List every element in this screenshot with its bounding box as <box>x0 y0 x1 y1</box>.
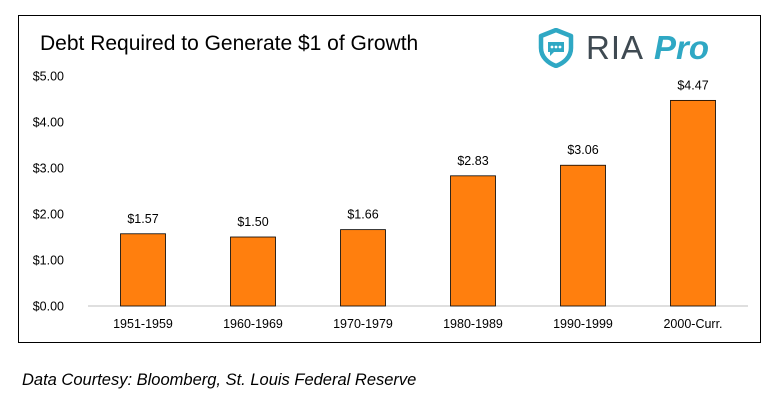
bar <box>670 99 716 307</box>
data-label: $1.66 <box>347 208 378 222</box>
x-tick-label: 1951-1959 <box>113 317 173 331</box>
x-tick-label: 2000-Curr. <box>663 317 722 331</box>
logo-text-pro: Pro <box>654 29 710 66</box>
x-tick-label: 1990-1999 <box>553 317 613 331</box>
y-tick-label: $1.00 <box>33 254 64 268</box>
x-tick-label: 1980-1989 <box>443 317 503 331</box>
x-tick-label: 1970-1979 <box>333 317 393 331</box>
y-tick-label: $0.00 <box>33 300 64 314</box>
data-label: $3.06 <box>567 143 598 157</box>
y-tick-label: $5.00 <box>33 70 64 84</box>
bar <box>560 164 606 307</box>
y-tick-label: $4.00 <box>33 116 64 130</box>
y-tick-label: $3.00 <box>33 162 64 176</box>
bar <box>340 229 386 307</box>
data-label: $4.47 <box>677 78 708 92</box>
y-tick-label: $2.00 <box>33 208 64 222</box>
bar <box>450 175 496 307</box>
bar <box>230 236 276 307</box>
data-label: $2.83 <box>457 154 488 168</box>
shield-chat-icon <box>538 28 574 68</box>
x-tick-label: 1960-1969 <box>223 317 283 331</box>
chart-title: Debt Required to Generate $1 of Growth <box>40 32 419 55</box>
logo-text-ria: RIA <box>586 29 645 66</box>
ria-pro-logo: RIA Pro <box>538 26 709 70</box>
source-note: Data Courtesy: Bloomberg, St. Louis Fede… <box>22 371 417 389</box>
data-label: $1.50 <box>237 215 268 229</box>
data-label: $1.57 <box>127 212 158 226</box>
bar <box>120 233 166 307</box>
